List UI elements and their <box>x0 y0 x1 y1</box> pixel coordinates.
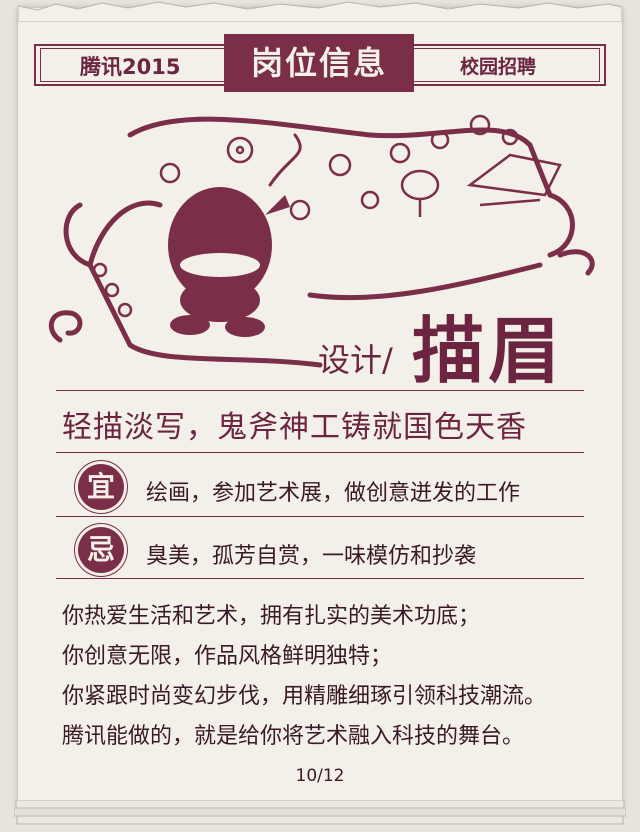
avoid-badge: 忌 <box>78 527 124 573</box>
scroll-penguin-illustration <box>48 114 595 368</box>
divider <box>56 452 584 453</box>
page-number: 10/12 <box>295 766 345 786</box>
suitable-badge: 宜 <box>78 464 124 510</box>
avoid-text: 臭美，孤芳自赏，一味模仿和抄袭 <box>146 544 477 569</box>
description-line: 你紧跟时尚变幻步伐，用精雕细琢引领科技潮流。 <box>62 684 547 709</box>
description-line: 你热爱生活和艺术，拥有扎实的美术功底； <box>62 604 481 629</box>
divider <box>56 390 584 391</box>
header-company-year: 腾讯2015 <box>80 55 181 79</box>
header-section-title: 岗位信息 <box>224 34 414 92</box>
divider <box>56 516 584 517</box>
stacked-pages-edge <box>14 800 626 825</box>
description-line: 腾讯能做的，就是给你将艺术融入科技的舞台。 <box>62 724 525 749</box>
suitable-text: 绘画，参加艺术展，做创意迸发的工作 <box>146 481 521 506</box>
role-title: 描眉 <box>412 309 565 393</box>
tagline: 轻描淡写，鬼斧神工铸就国色天香 <box>62 410 527 445</box>
description-line: 你创意无限，作品风格鲜明独特； <box>62 644 393 669</box>
role-category: 设计/ <box>318 341 393 379</box>
divider <box>56 578 584 579</box>
paper-sheet <box>18 8 622 808</box>
torn-paper-edge <box>18 1 622 22</box>
header-campus-recruit: 校园招聘 <box>460 56 537 78</box>
